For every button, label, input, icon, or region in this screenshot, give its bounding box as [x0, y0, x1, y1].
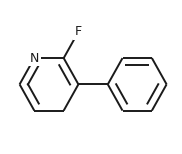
Text: N: N [30, 52, 39, 65]
Text: F: F [75, 25, 82, 38]
